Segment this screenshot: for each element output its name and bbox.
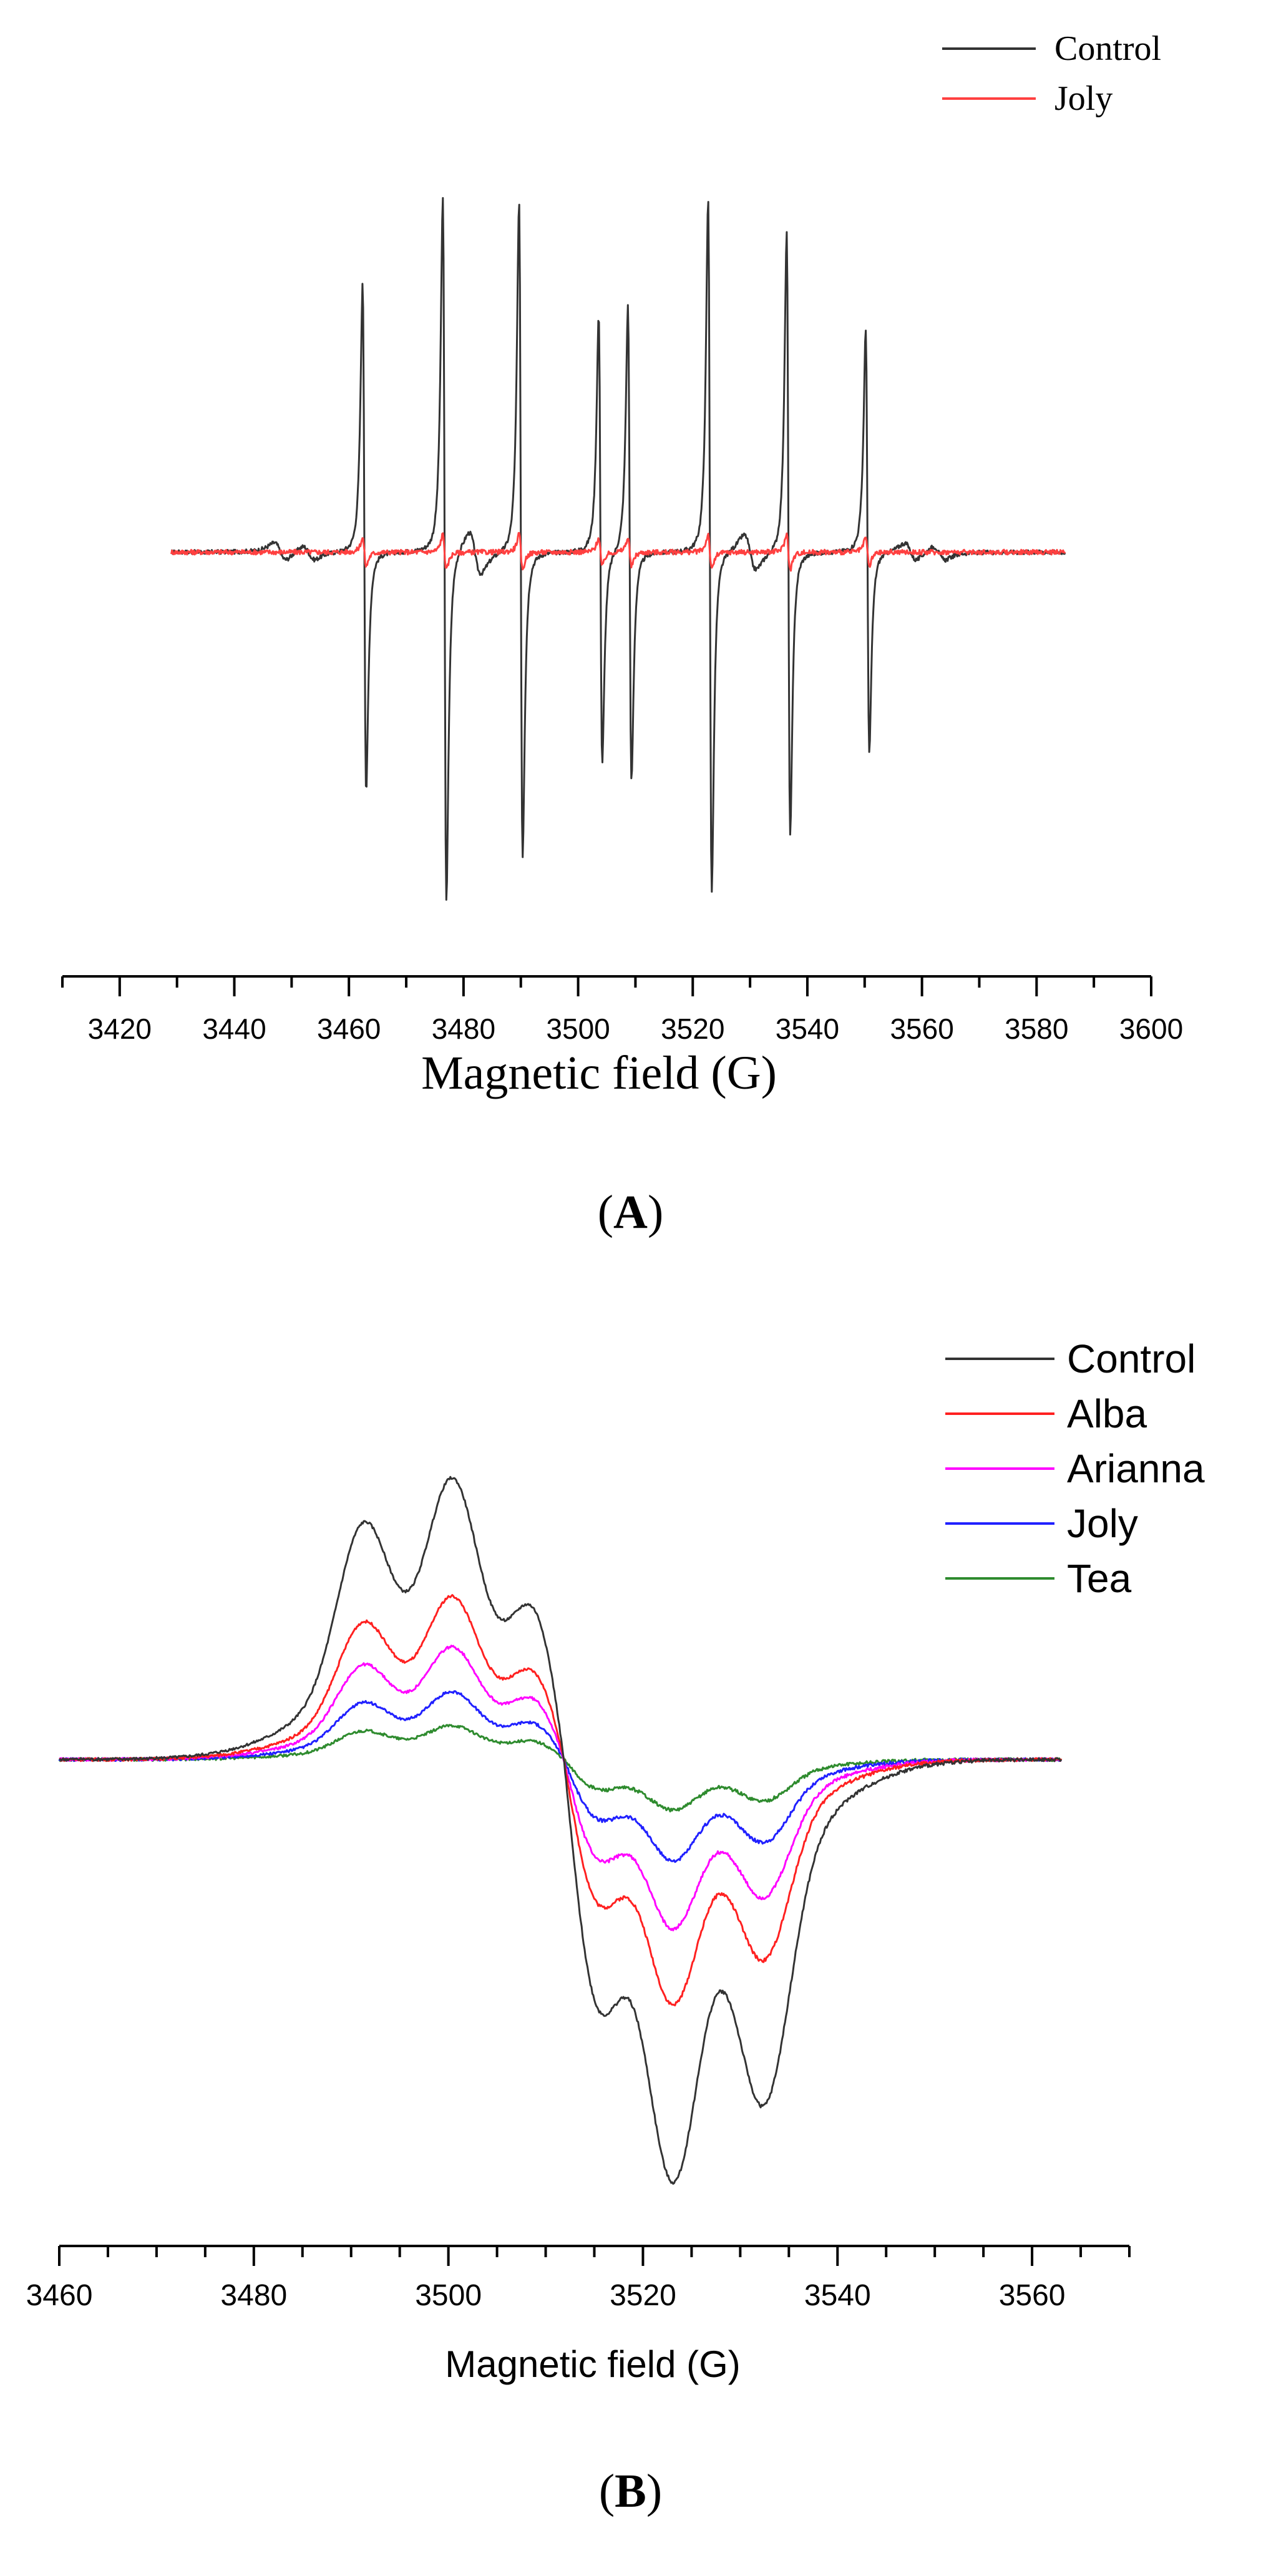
series-line-joly [170,532,1066,572]
x-tick-label-b: 3560 [999,2279,1066,2312]
x-axis-b [58,2245,1131,2266]
x-tick-label-a: 3420 [88,1013,152,1045]
x-tick-label-a: 3600 [1119,1013,1183,1045]
panel-a: 3420 3440 3460 3480 3500 3520 3540 3560 3580 3600… [61,29,1184,1238]
x-axis-label-a: Magnetic field (G) [421,1047,777,1099]
legend-a: Control Joly [942,29,1161,118]
chart-b: 3460 3480 3500 3520 3540 3560 Control Alba Aria… [26,1336,1205,2385]
x-tick-label-b: 3460 [26,2279,93,2312]
series-line-arianna [59,1645,1062,1932]
legend-label-joly: Joly [1067,1501,1138,1546]
x-tick-label-b: 3520 [610,2279,676,2312]
x-tick-label-a: 3480 [432,1013,495,1045]
x-tick-label-b: 3480 [220,2279,287,2312]
legend-label-control: Control [1067,1336,1195,1381]
x-tick-label-a: 3580 [1005,1013,1068,1045]
x-tick-label-a: 3520 [661,1013,724,1045]
series-line-control [59,1475,1063,2185]
x-axis-label-b: Magnetic field (G) [445,2343,741,2385]
legend-label-control: Control [1054,29,1161,68]
x-tick-label-a: 3540 [776,1013,839,1045]
legend-label-arianna: Arianna [1067,1446,1205,1491]
x-tick-labels-b: 3460 3480 3500 3520 3540 3560 [26,2279,1066,2312]
x-tick-label-a: 3460 [317,1013,381,1045]
legend-label-joly: Joly [1054,79,1113,118]
x-tick-label-a: 3500 [546,1013,610,1045]
x-tick-label-b: 3540 [804,2279,871,2312]
panel-label-b: (B) [598,2465,663,2517]
chart-a: 3420 3440 3460 3480 3500 3520 3540 3560 3580 3600… [61,29,1184,1099]
panel-label-a: (A) [597,1186,664,1238]
legend-b: Control Alba Arianna Joly Tea [945,1336,1205,1601]
series-b [58,1475,1063,2185]
x-axis-a [61,975,1152,996]
x-tick-labels-a: 3420 3440 3460 3480 3500 3520 3540 3560 3580 3600 [88,1013,1184,1045]
legend-label-alba: Alba [1067,1391,1147,1436]
legend-label-tea: Tea [1067,1556,1132,1601]
x-tick-label-b: 3500 [415,2279,482,2312]
panel-b: 3460 3480 3500 3520 3540 3560 Control Alba Aria… [0,1298,1261,2576]
series-line-alba [59,1594,1063,2006]
x-tick-label-a: 3560 [890,1013,953,1045]
series-a [170,197,1066,901]
series-line-control [171,197,1066,901]
series-line-joly [58,1690,1062,1864]
x-tick-label-a: 3440 [202,1013,266,1045]
